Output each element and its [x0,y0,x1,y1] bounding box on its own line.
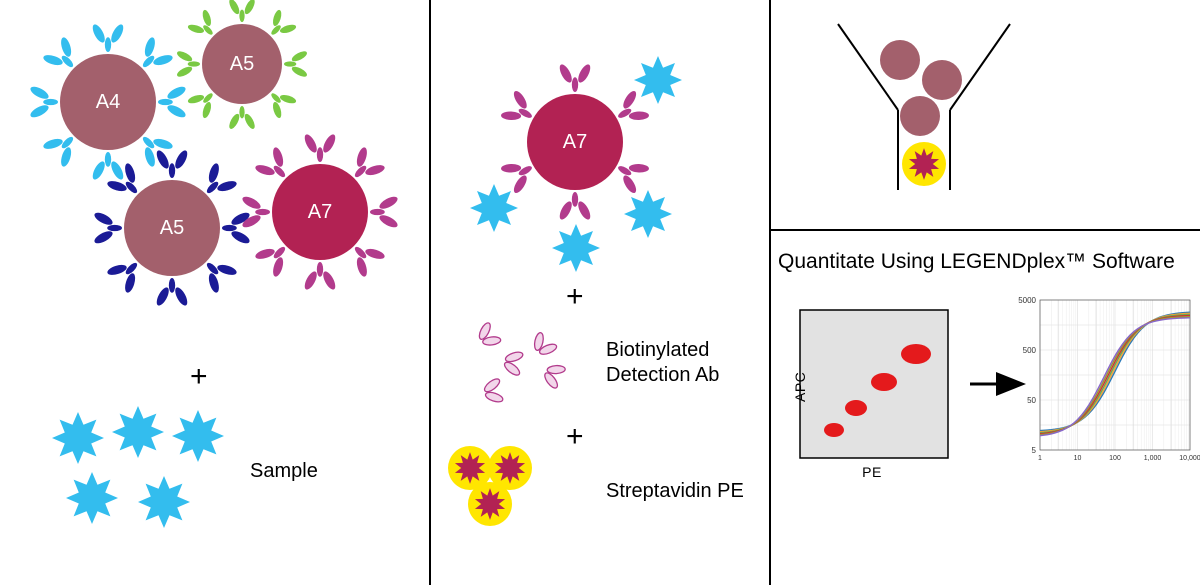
sample-star-icon [66,472,118,524]
scatter-dot [824,423,844,437]
svg-text:A5: A5 [160,217,184,239]
sample-star-icon [52,412,104,464]
svg-text:100: 100 [1109,455,1121,462]
plus-panel1: + [190,360,208,394]
detection-ab-icon [472,319,504,353]
svg-text:1: 1 [1038,455,1042,462]
svg-text:1,000: 1,000 [1144,455,1162,462]
detection-ab-icon [539,358,568,391]
quantitate-heading: Quantitate Using LEGENDplex™ Software [778,250,1175,274]
svg-text:500: 500 [1023,346,1037,355]
svg-text:A7: A7 [308,201,332,223]
svg-text:A5: A5 [230,53,254,75]
svg-text:10: 10 [1074,455,1082,462]
svg-text:5: 5 [1032,446,1037,455]
scatter-dot [871,373,897,391]
streptavidin-label: Streptavidin PE [606,480,744,503]
scatter-dot [845,400,867,416]
diagram-canvas: A4 A5 A5 A7 A7 5 50 500 5000 1 10 100 1,000 10,000 [0,0,1200,585]
sample-star-icon [624,190,672,238]
svg-text:10,000: 10,000 [1179,455,1200,462]
funnel-line [950,24,1010,110]
svg-text:5000: 5000 [1018,296,1036,305]
plus-panel2-a: + [566,280,584,314]
funnel-bead [880,40,920,80]
scatter-dot [901,344,931,364]
sample-star-icon [470,184,518,232]
bead-a7: A7 [241,133,400,292]
sample-star-icon [112,406,164,458]
detection-ab-label: Biotinylated Detection Ab [606,338,719,388]
bead-a7: A7 [497,63,652,222]
streptavidin-pe-icon [902,142,946,186]
svg-text:A7: A7 [563,131,587,153]
axis-pe-label: PE [862,464,882,480]
sample-label: Sample [250,460,318,483]
streptavidin-pe-icon [468,482,512,526]
sample-star-icon [552,224,600,272]
detection-ab-icon [527,329,561,362]
detection-ab-icon [481,376,505,407]
svg-text:50: 50 [1027,396,1036,405]
sample-star-icon [172,410,224,462]
axis-apc-label: APC [792,371,808,401]
bead-a5: A5 [176,0,309,130]
sample-star-icon [138,476,190,528]
funnel-bead [900,96,940,136]
sample-star-icon [634,56,682,104]
detection-ab-icon [501,348,525,379]
svg-text:A4: A4 [96,91,120,113]
funnel-bead [922,60,962,100]
plus-panel2-b: + [566,420,584,454]
